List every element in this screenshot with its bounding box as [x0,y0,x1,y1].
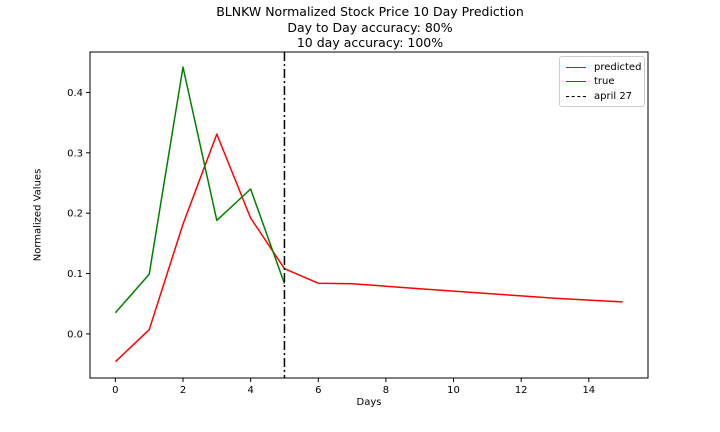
x-tick-label-10: 10 [447,385,460,396]
y-axis-label: Normalized Values [32,168,44,262]
chart-subtitle-2: 10 day accuracy: 100% [296,35,444,50]
legend-item-true: true [566,74,615,88]
y-tick-label-2: 0.2 [67,209,83,220]
legend-swatch-april-27 [566,95,586,97]
legend: predicted true april 27 [559,56,645,107]
legend-item-predicted: predicted [566,60,641,74]
chart-title: BLNKW Normalized Stock Price 10 Day Pred… [216,4,524,19]
series-line-true [114,66,286,314]
x-tick-label-2: 2 [180,385,186,396]
legend-item-april-27: april 27 [566,89,632,103]
x-tick-label-6: 6 [315,385,321,396]
y-tick-label-0: 0.0 [67,329,83,340]
y-tick-label-3: 0.3 [67,148,83,159]
y-tick-label-1: 0.1 [67,269,83,280]
legend-label-predicted: predicted [594,61,642,73]
x-tick-label-14: 14 [582,385,595,396]
legend-label-true: true [594,75,615,87]
y-tick-label-4: 0.4 [67,88,83,99]
x-tick-label-12: 12 [515,385,528,396]
x-tick-label-8: 8 [383,385,389,396]
legend-swatch-true [566,80,586,82]
chart-subtitle-1: Day to Day accuracy: 80% [287,19,453,35]
series-line-predicted [114,133,623,363]
legend-swatch-predicted [566,66,586,68]
x-axis-label: Days [356,397,382,408]
chart-title-block: BLNKW Normalized Stock Price 10 Day Pred… [90,4,650,51]
legend-label-april-27: april 27 [594,90,633,102]
x-tick-label-0: 0 [112,385,118,396]
x-tick-label-4: 4 [247,385,253,396]
plot-frame [89,51,649,379]
